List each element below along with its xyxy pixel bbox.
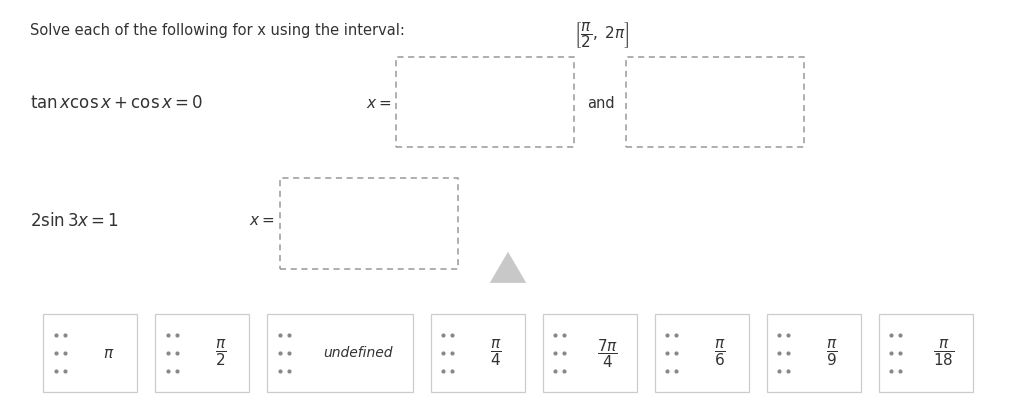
Text: $\pi$: $\pi$ <box>103 346 115 361</box>
Text: $\dfrac{\pi}{6}$: $\dfrac{\pi}{6}$ <box>714 338 725 368</box>
FancyBboxPatch shape <box>44 314 137 392</box>
Text: $x=$: $x=$ <box>366 96 391 111</box>
Text: $2\sin 3x = 1$: $2\sin 3x = 1$ <box>30 212 120 230</box>
Text: undefined: undefined <box>323 346 393 360</box>
FancyBboxPatch shape <box>879 314 972 392</box>
Text: $\dfrac{\pi}{18}$: $\dfrac{\pi}{18}$ <box>934 338 955 368</box>
FancyBboxPatch shape <box>767 314 861 392</box>
Text: $\dfrac{7\pi}{4}$: $\dfrac{7\pi}{4}$ <box>597 337 619 370</box>
FancyBboxPatch shape <box>267 314 412 392</box>
FancyBboxPatch shape <box>655 314 749 392</box>
Text: $\dfrac{\pi}{9}$: $\dfrac{\pi}{9}$ <box>826 338 838 368</box>
Text: $\dfrac{\pi}{2}$: $\dfrac{\pi}{2}$ <box>214 338 227 368</box>
Text: $\left[\dfrac{\pi}{2},\ 2\pi\right]$: $\left[\dfrac{\pi}{2},\ 2\pi\right]$ <box>574 20 630 50</box>
Polygon shape <box>490 252 526 283</box>
Text: Solve each of the following for x using the interval:: Solve each of the following for x using … <box>30 23 405 38</box>
FancyBboxPatch shape <box>155 314 249 392</box>
Text: $x=$: $x=$ <box>249 213 274 228</box>
FancyBboxPatch shape <box>543 314 637 392</box>
FancyBboxPatch shape <box>431 314 524 392</box>
Text: $\dfrac{\pi}{4}$: $\dfrac{\pi}{4}$ <box>490 338 502 368</box>
Text: and: and <box>587 96 615 111</box>
Text: $\tan x\cos x + \cos x = 0$: $\tan x\cos x + \cos x = 0$ <box>30 94 203 112</box>
